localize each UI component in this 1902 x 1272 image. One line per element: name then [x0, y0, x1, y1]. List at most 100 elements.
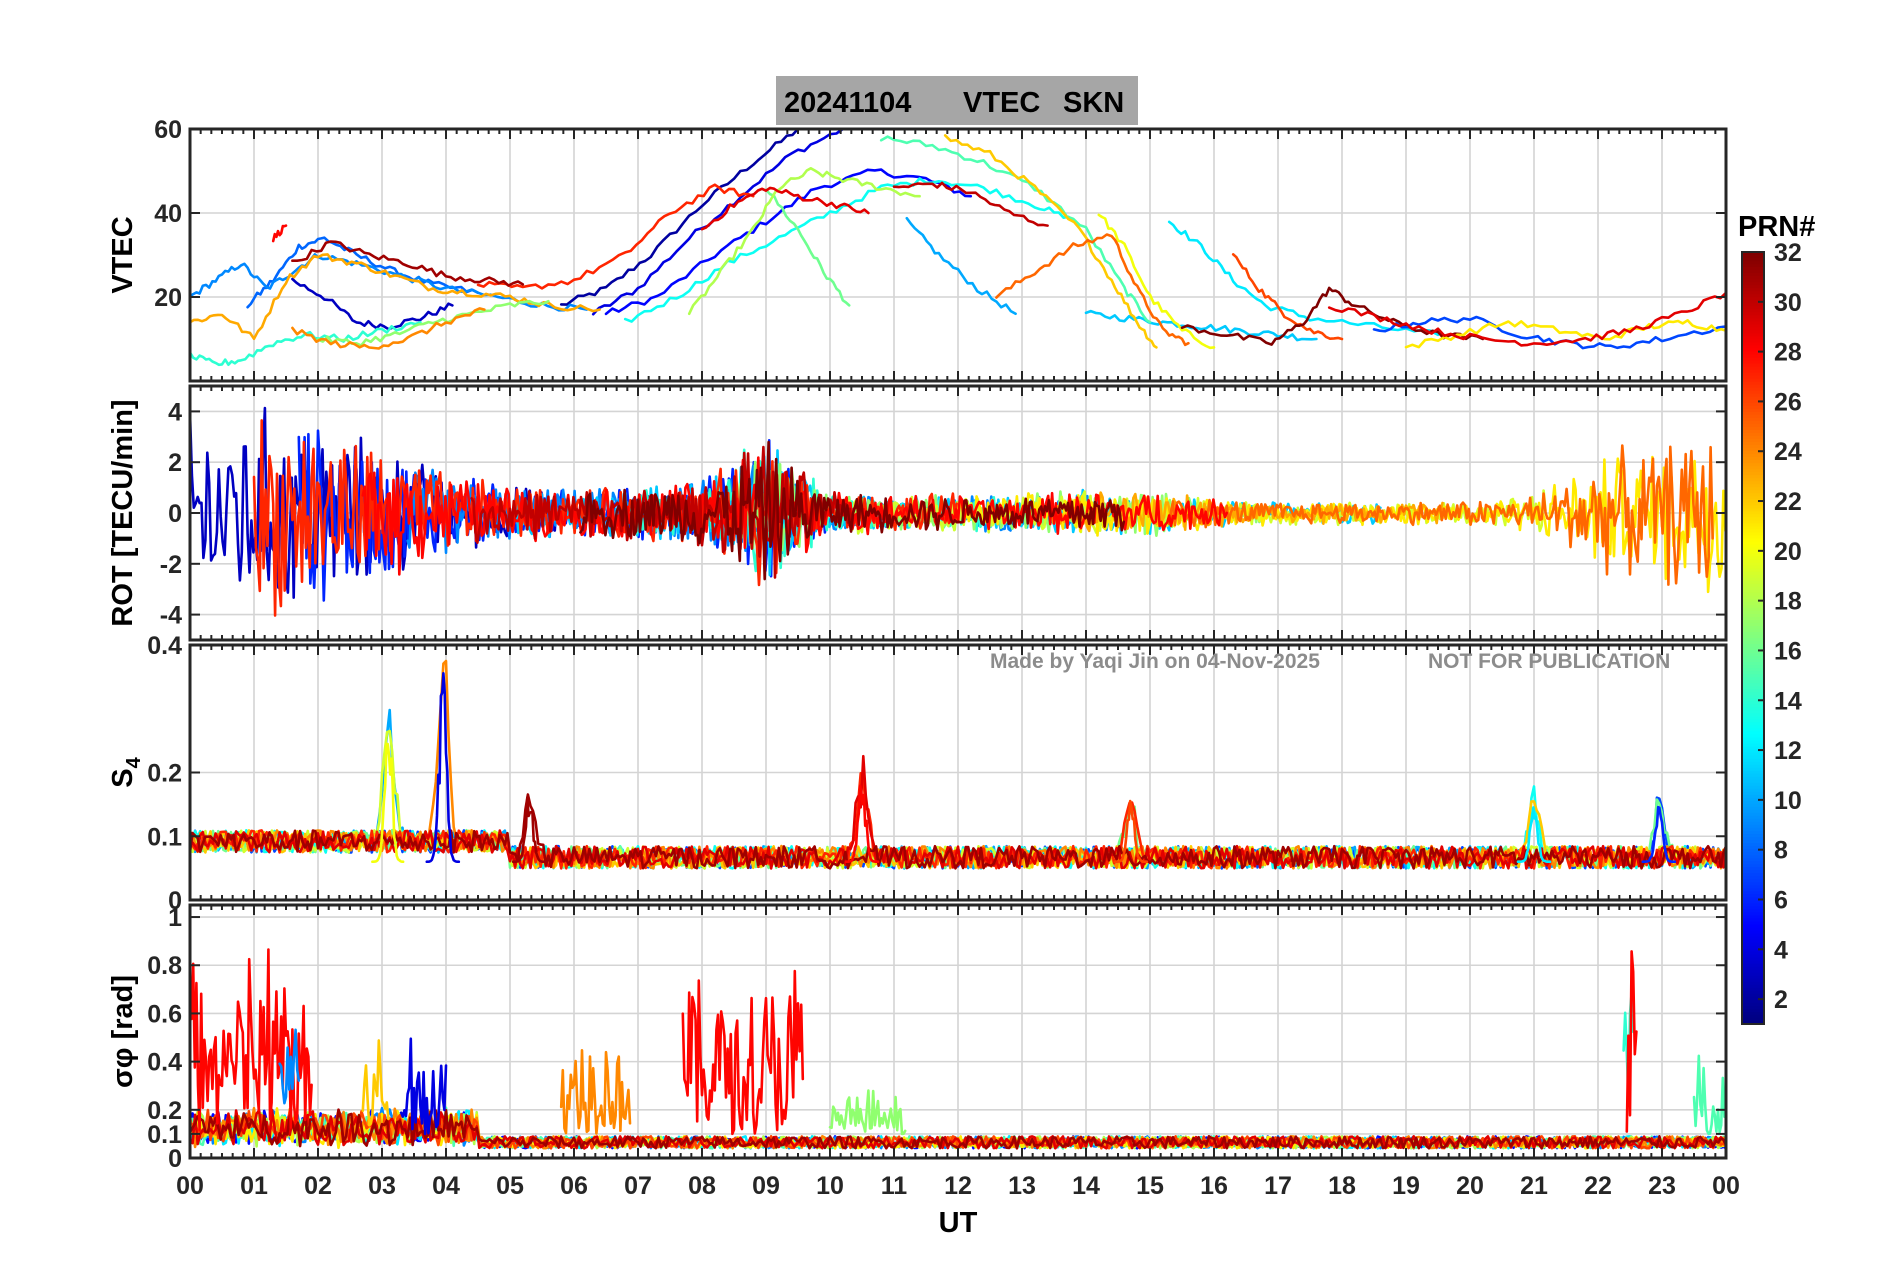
colorbar-swatch [1742, 517, 1764, 521]
x-tick-label: 22 [1584, 1172, 1612, 1200]
colorbar-swatch [1742, 559, 1764, 564]
colorbar-swatch [1742, 800, 1764, 805]
colorbar-swatch [1742, 770, 1764, 775]
vtec-ylabel: VTEC [107, 216, 139, 293]
colorbar-swatch [1742, 384, 1764, 389]
x-tick-label: 05 [496, 1172, 524, 1200]
sigma-burst-prn28 [190, 948, 313, 1132]
colorbar-swatch [1742, 270, 1764, 274]
colorbar-swatch [1742, 396, 1764, 401]
colorbar-swatch [1742, 499, 1764, 503]
colorbar-swatch [1742, 264, 1764, 268]
colorbar-swatch [1742, 927, 1764, 932]
colorbar-swatch [1742, 520, 1764, 525]
colorbar-swatch [1742, 689, 1764, 693]
s4-series-prn29 [190, 754, 1726, 870]
colorbar-swatch [1742, 996, 1764, 1001]
sigma_phi-panel: 00.10.2 0.4 0.6 0.8 1 σφ [rad] [107, 903, 1728, 1173]
colorbar-swatch [1742, 408, 1764, 413]
x-tick-label: 19 [1392, 1172, 1420, 1200]
colorbar-swatch [1742, 405, 1764, 410]
vtec-series-prn20 [1097, 213, 1216, 350]
x-tick-label: 23 [1648, 1172, 1676, 1200]
colorbar-swatch [1742, 604, 1764, 609]
colorbar-swatch [1742, 683, 1764, 687]
colorbar-swatch [1742, 387, 1764, 392]
colorbar-swatch [1742, 336, 1764, 341]
colorbar-swatch [1742, 677, 1764, 681]
vtec-series-prn31 [291, 240, 525, 287]
x-tick-label: 04 [432, 1172, 460, 1200]
vtec-series-prn2 [559, 129, 800, 306]
colorbar-swatch [1742, 273, 1764, 277]
colorbar-swatch [1742, 951, 1764, 956]
x-tick-label: 08 [688, 1172, 716, 1200]
colorbar-swatch [1742, 628, 1764, 633]
vtec-series-prn3 [291, 277, 454, 331]
watermark-author: Made by Yaqi Jin on 04-Nov-2025 [990, 650, 1320, 673]
colorbar-swatch [1742, 924, 1764, 929]
colorbar-swatch [1742, 420, 1764, 425]
colorbar-swatch [1742, 414, 1764, 419]
colorbar-swatch [1742, 728, 1764, 733]
colorbar-swatch [1742, 827, 1764, 832]
colorbar-swatch [1742, 752, 1764, 757]
x-tick-label: 20 [1456, 1172, 1484, 1200]
vtec-series-prn21 [1404, 319, 1726, 349]
colorbar-tick-label: 18 [1774, 588, 1802, 616]
colorbar-swatch [1742, 960, 1764, 965]
colorbar-swatch [1742, 255, 1764, 259]
colorbar-swatch [1742, 294, 1764, 298]
sigma_phi-ytick-label: 1 [168, 904, 182, 932]
s4-peak-prn12 [1516, 806, 1552, 863]
colorbar-swatch [1742, 511, 1764, 515]
colorbar-swatch [1742, 577, 1764, 582]
sigma_phi-ytick-label: 0.4 [147, 1049, 182, 1077]
colorbar-swatch [1742, 267, 1764, 271]
x-tick-label: 09 [752, 1172, 780, 1200]
colorbar-swatch [1742, 846, 1764, 850]
colorbar-swatch [1742, 749, 1764, 754]
colorbar-swatch [1742, 900, 1764, 904]
colorbar-swatch [1742, 538, 1764, 543]
colorbar-swatch [1742, 701, 1764, 705]
x-tick-label: 01 [240, 1172, 268, 1200]
colorbar-swatch [1742, 674, 1764, 678]
colorbar-swatch [1742, 831, 1764, 835]
colorbar-swatch [1742, 417, 1764, 422]
x-tick-label: 06 [560, 1172, 588, 1200]
colorbar-swatch [1742, 954, 1764, 959]
colorbar-swatch [1742, 625, 1764, 630]
colorbar-swatch [1742, 945, 1764, 950]
colorbar-swatch [1742, 631, 1764, 636]
colorbar-swatch [1742, 493, 1764, 497]
colorbar-swatch [1742, 785, 1764, 790]
colorbar-swatch [1742, 873, 1764, 877]
vtec-series-prn32 [1180, 286, 1485, 346]
colorbar-swatch [1742, 915, 1764, 920]
colorbar-label: PRN# [1738, 211, 1815, 243]
colorbar-swatch [1742, 1002, 1764, 1007]
colorbar-swatch [1742, 469, 1764, 473]
colorbar-tick-label: 16 [1774, 637, 1802, 665]
colorbar-swatch [1742, 438, 1764, 443]
s4-ylabel: S4 [107, 756, 145, 787]
x-tick-label: 13 [1008, 1172, 1036, 1200]
colorbar-swatch [1742, 505, 1764, 509]
colorbar-tick-label: 26 [1774, 388, 1802, 416]
colorbar-swatch [1742, 291, 1764, 295]
colorbar-swatch [1742, 791, 1764, 796]
colorbar-swatch [1742, 698, 1764, 702]
colorbar-swatch [1742, 445, 1764, 449]
colorbar-swatch [1742, 276, 1764, 280]
colorbar-swatch [1742, 535, 1764, 540]
colorbar-tick-label: 14 [1774, 687, 1802, 715]
colorbar-swatch [1742, 716, 1764, 721]
colorbar-swatch [1742, 589, 1764, 594]
colorbar-swatch [1742, 360, 1764, 365]
colorbar-swatch [1742, 372, 1764, 377]
sigma-burst-prn17 [828, 1089, 907, 1136]
x-tick-label: 16 [1200, 1172, 1228, 1200]
sigma_phi-ylabel: σφ [rad] [107, 975, 139, 1088]
s4-panel: 0 0.1 0.2 0.4 S4 [107, 632, 1728, 915]
